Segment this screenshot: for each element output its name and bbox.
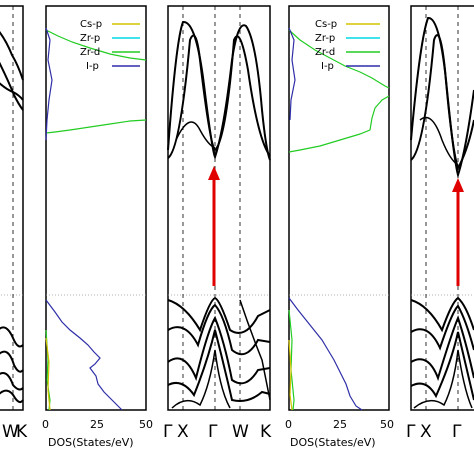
legend-label-zr-p: Zr-p: [315, 33, 335, 44]
dos-right-tick-50: 50: [380, 418, 394, 431]
dos-left-tick-25: 25: [90, 418, 104, 431]
dos-curve-cs-p: [288, 339, 293, 411]
dos-left-tick-50: 50: [139, 418, 153, 431]
band-line: [410, 304, 474, 351]
band-line: [239, 299, 271, 401]
legend-label-cs-p: Cs-p: [80, 19, 102, 30]
dos-panel-right-frame: [288, 5, 390, 411]
legend-label-zr-d: Zr-d: [80, 47, 100, 58]
band-line: [167, 303, 271, 356]
band-line: [410, 315, 474, 382]
band-line: [413, 349, 473, 409]
band-line: [175, 121, 216, 149]
band-panel-left-frame: [0, 5, 24, 411]
dos-right-legend: Cs-p Zr-p Zr-d I-p: [315, 19, 380, 72]
excitation-arrowhead-right: [452, 178, 464, 192]
band-line: [0, 389, 24, 404]
dos-right-xlabel: DOS(States/eV): [290, 436, 376, 449]
band-line: [0, 30, 24, 81]
dos-right-tick-0: 0: [285, 418, 292, 431]
legend-label-zr-p: Zr-p: [80, 33, 100, 44]
band-left-tick-k: K: [16, 422, 28, 442]
band-left-tick-w: W: [2, 422, 19, 442]
dos-right-tick-25: 25: [333, 418, 347, 431]
band-line: [410, 296, 474, 333]
dos-left-xlabel: DOS(States/eV): [48, 436, 134, 449]
band-middle-tick-w: W: [232, 422, 249, 442]
band-right-tick-gamma-2: Γ: [452, 422, 462, 442]
band-line: [171, 349, 231, 409]
excitation-arrowhead-middle: [208, 166, 220, 180]
band-line: [167, 296, 271, 334]
dos-panel-left-frame: [45, 5, 147, 411]
band-right-tick-x: X: [420, 422, 432, 442]
band-middle-tick-gamma-2: Γ: [208, 422, 218, 442]
band-line: [0, 372, 24, 391]
band-line: [167, 21, 271, 161]
dos-curve-i-p: [45, 27, 123, 411]
legend-label-cs-p: Cs-p: [315, 19, 337, 30]
band-line: [0, 82, 24, 101]
band-panel-right-frame: [410, 5, 474, 411]
band-line: [0, 326, 24, 348]
dos-panel-right: Cs-p Zr-p Zr-d I-p 0 25 50 DOS(States/eV…: [285, 5, 394, 449]
dos-curve-cs-p: [45, 337, 51, 411]
band-panel-left: W K: [0, 5, 28, 442]
band-line: [0, 350, 24, 373]
dos-left-legend: Cs-p Zr-p Zr-d I-p: [80, 19, 140, 72]
dos-curve-i-p: [288, 27, 363, 411]
band-right-tick-gamma-1: Γ: [406, 422, 416, 442]
band-line: [419, 116, 459, 166]
legend-label-i-p: I-p: [86, 61, 99, 72]
band-line: [167, 329, 271, 402]
band-middle-tick-x: X: [177, 422, 189, 442]
band-middle-tick-gamma-1: Γ: [163, 422, 173, 442]
dos-panel-left: Cs-p Zr-p Zr-d I-p 0 25 50 DOS(States/eV…: [42, 5, 153, 449]
band-line: [410, 331, 474, 401]
band-panel-middle: Γ X Γ W K: [163, 5, 272, 442]
dos-curve-zr-d: [288, 29, 390, 411]
band-line: [167, 315, 271, 385]
dos-left-tick-0: 0: [42, 418, 49, 431]
band-panel-right: Γ X Γ: [406, 5, 474, 442]
legend-label-i-p: I-p: [321, 61, 334, 72]
band-panel-middle-frame: [167, 5, 271, 411]
dos-curve-zr-d: [45, 29, 147, 411]
band-middle-tick-k: K: [260, 422, 272, 442]
band-line: [167, 34, 271, 159]
legend-label-zr-d: Zr-d: [315, 47, 335, 58]
band-line: [0, 61, 24, 111]
